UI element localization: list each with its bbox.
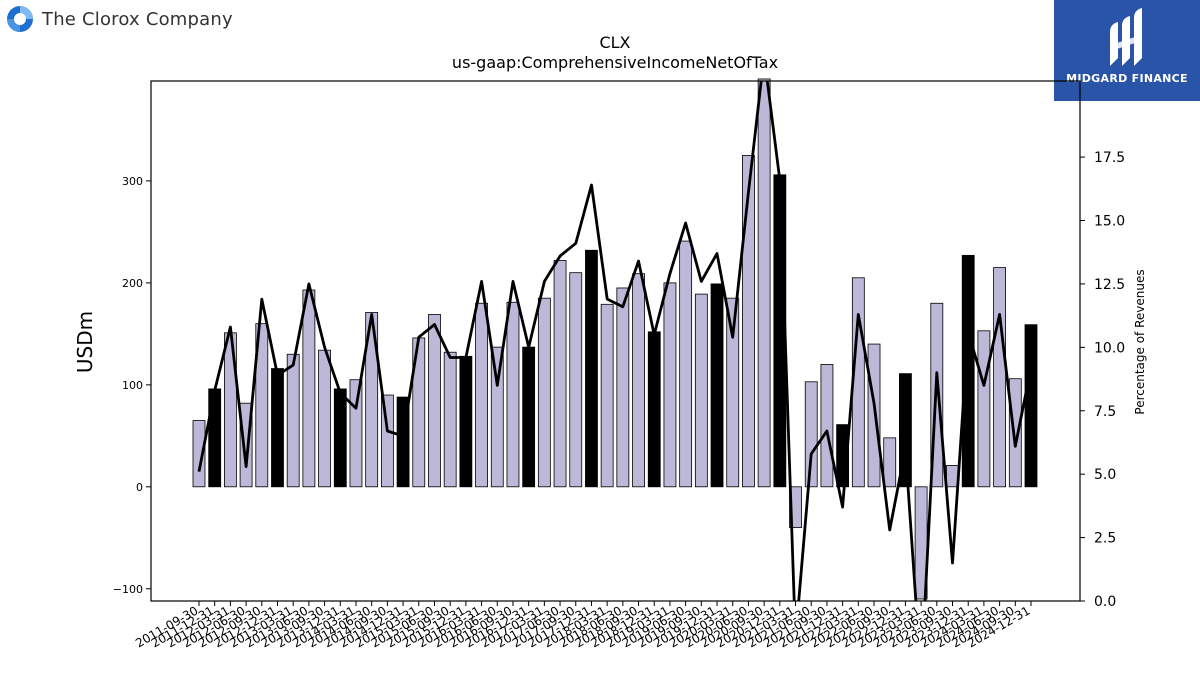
bar [522,346,536,488]
bar [333,388,347,488]
bar [820,364,834,488]
bar [475,302,488,488]
plot-frame [150,80,1081,602]
company-header: The Clorox Company [6,5,233,33]
y-tick-label: 100 [122,379,143,392]
y2-tick-label: 12.5 [1094,277,1125,293]
bar [961,254,975,488]
y-tick-label: 0 [136,481,143,494]
bar [318,349,331,488]
bar [1008,378,1022,488]
bar [428,314,441,488]
bar [694,293,708,488]
bar [883,437,897,488]
y-tick-label: 200 [122,277,143,290]
bar [365,312,379,488]
bar [600,303,614,488]
bar [710,283,724,488]
bar [647,331,661,488]
percentage-line [197,81,1033,601]
chart-title: CLX [599,33,630,52]
y2-tick-label: 0.0 [1094,594,1116,610]
chart-subtitle: us-gaap:ComprehensiveIncomeNetOfTax [452,53,778,72]
bar [192,420,206,488]
y-tick-label: 300 [122,175,143,188]
bar [506,301,520,488]
bar [585,249,598,488]
y2-tick-label: 10.0 [1094,340,1125,356]
y2-tick-label: 17.5 [1094,150,1125,166]
bar [302,289,316,488]
clorox-logo-icon [7,6,33,32]
bar [553,260,567,488]
bar [977,330,991,488]
midgard-logo-icon [1110,8,1142,66]
bar [679,240,693,488]
y2-tick-label: 7.5 [1094,404,1116,420]
bar [443,351,457,488]
bar-series [192,78,1038,600]
bar [255,323,269,488]
y2-tick-label: 5.0 [1094,467,1116,483]
bar [271,368,284,488]
bar [804,381,818,488]
y2-axis-label: Percentage of Revenues [1133,269,1147,414]
axes: −100 0 100 200 300 0.0 2.5 5.0 7.5 10.0 12.5 15.0 17… [113,80,1125,650]
bar [726,297,740,488]
bar [537,297,551,488]
bar [867,343,881,488]
bar [757,78,771,488]
bar [993,267,1007,488]
brand-badge: MIDGARD FINANCE [1054,0,1200,101]
bar [616,287,630,488]
company-name: The Clorox Company [42,8,233,30]
bar [1024,324,1038,488]
brand-name: MIDGARD FINANCE [1066,72,1188,85]
y2-tick-label: 2.5 [1094,531,1116,547]
bar [569,272,583,488]
bar [742,155,755,488]
y2-tick-label: 15.0 [1094,214,1125,230]
line-series [197,81,1033,601]
bar [632,273,645,488]
bar [490,346,504,488]
bar [349,379,363,488]
bar [286,353,300,488]
bar [459,355,473,488]
bar [663,282,677,488]
bar [208,388,222,488]
y-tick-label: −100 [113,583,143,596]
y-axis-label: USDm [73,311,97,373]
